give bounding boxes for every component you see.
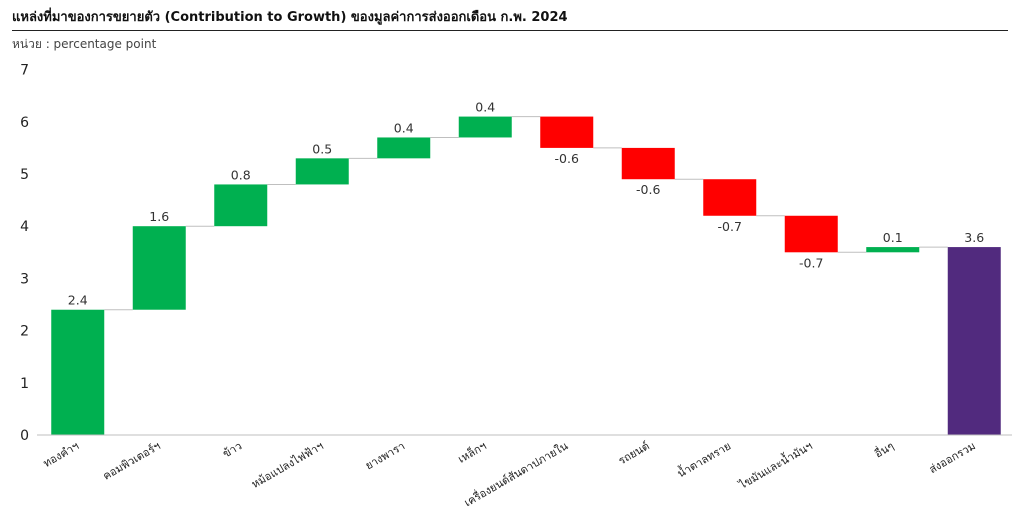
y-tick-label: 7 <box>20 63 29 79</box>
data-label: 1.6 <box>149 209 169 224</box>
y-tick-label: 1 <box>20 376 29 392</box>
chart-title: แหล่งที่มาของการขยายตัว (Contribution to… <box>12 10 568 25</box>
category-label: ทองคำฯ <box>41 439 81 470</box>
data-label: -0.6 <box>555 151 579 166</box>
category-label: อื่นๆ <box>871 438 896 461</box>
bar-2 <box>132 226 186 310</box>
data-label: 0.4 <box>475 100 495 115</box>
unit-label: หน่วย : percentage point <box>12 37 157 51</box>
title-divider <box>12 30 1008 31</box>
category-label: น้ำตาลทราย <box>674 438 733 481</box>
bar-10 <box>784 215 838 253</box>
y-tick-label: 5 <box>20 167 29 183</box>
bar-1 <box>51 309 105 435</box>
category-label: ไขมันและน้ำมันฯ <box>735 438 815 493</box>
y-tick-label: 3 <box>20 271 29 287</box>
data-label: 0.8 <box>231 167 251 182</box>
y-tick-label: 0 <box>20 428 29 444</box>
connector-lines <box>104 116 948 311</box>
data-label: 0.5 <box>312 141 332 156</box>
bar-4 <box>295 158 349 185</box>
data-label: -0.7 <box>718 219 742 234</box>
bar-6 <box>458 116 512 138</box>
bar-9 <box>703 179 757 216</box>
category-label: ยางพารา <box>363 439 407 472</box>
bar-8 <box>621 147 675 180</box>
y-tick-label: 4 <box>20 219 29 235</box>
data-label: 2.4 <box>68 293 88 308</box>
data-labels: 2.4 1.6 0.8 0.5 0.4 0.4 -0.6 -0.6 -0.7 -0.7 0.1 3.6 <box>68 100 984 308</box>
y-axis: 0 1 2 3 4 5 6 7 <box>20 63 29 444</box>
data-label: -0.7 <box>799 255 823 270</box>
bar-3 <box>214 184 268 227</box>
category-label: ส่งออกรวม <box>927 439 978 476</box>
bar-7 <box>540 116 594 148</box>
category-label: รถยนต์ <box>616 439 652 467</box>
y-tick-label: 2 <box>20 324 29 340</box>
category-label: คอมพิวเตอร์ฯ <box>101 439 163 482</box>
category-label: ข้าว <box>221 439 245 460</box>
data-label: 0.4 <box>394 120 414 135</box>
category-label: เหล็กฯ <box>455 438 488 465</box>
bars <box>51 116 1001 435</box>
data-label: -0.6 <box>636 182 660 197</box>
data-label: 3.6 <box>964 230 984 245</box>
bar-11 <box>866 247 920 253</box>
bar-5 <box>377 137 431 159</box>
bar-12 <box>947 247 1001 435</box>
x-axis-labels: ทองคำฯ คอมพิวเตอร์ฯ ข้าว หม้อแปลงไฟฟ้าฯ ยางพ… <box>41 437 978 509</box>
category-label: หม้อแปลงไฟฟ้าฯ <box>249 439 325 491</box>
y-tick-label: 6 <box>20 115 29 131</box>
data-label: 0.1 <box>883 230 903 245</box>
